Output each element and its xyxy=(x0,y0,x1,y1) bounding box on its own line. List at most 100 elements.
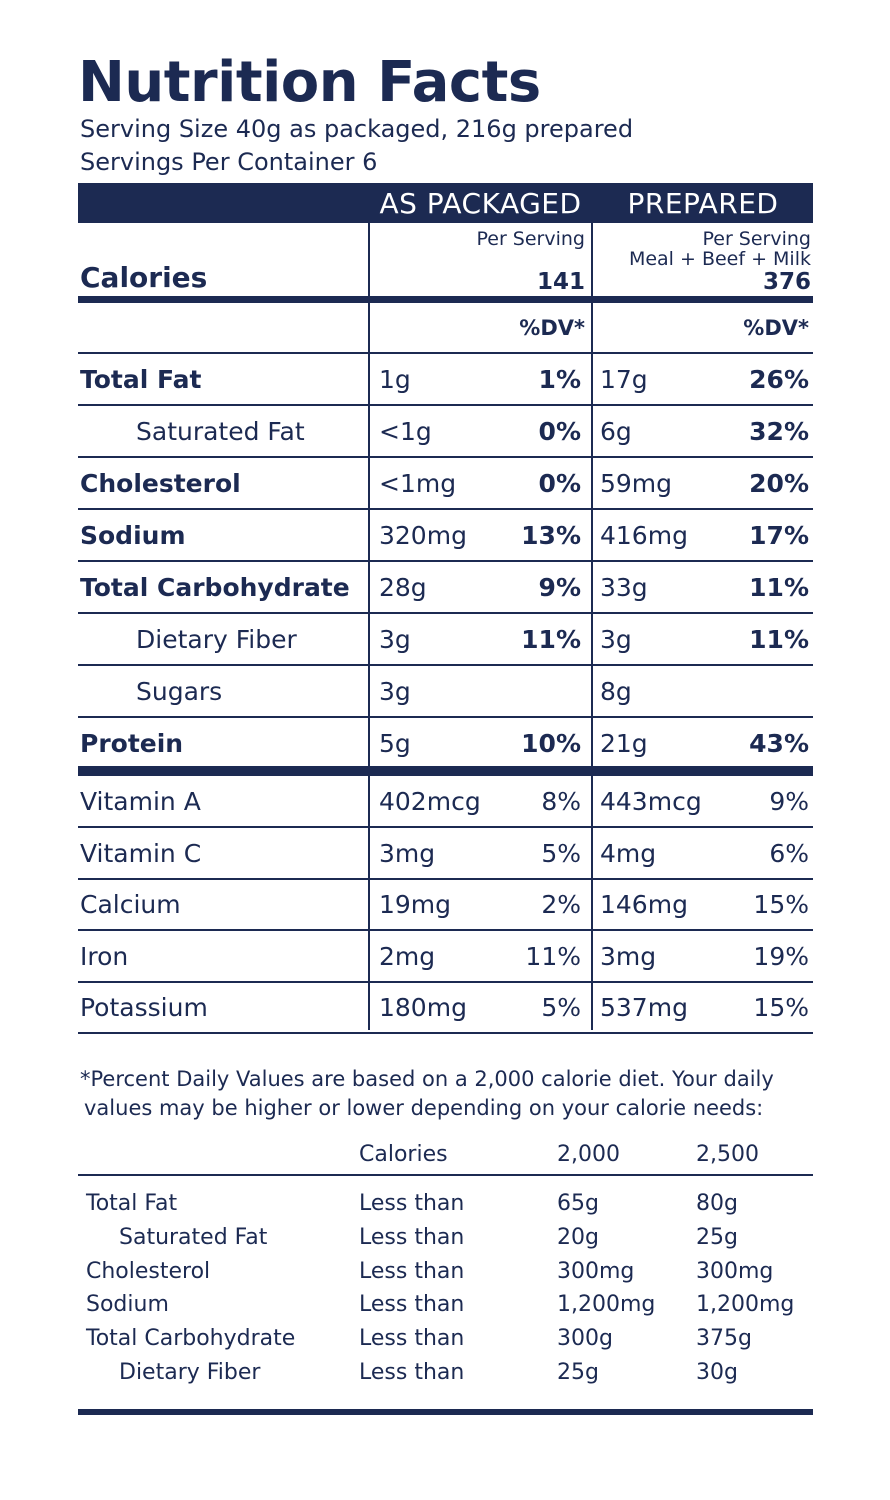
reference-row-saturated-fat: Saturated Fat Less than 20g 25g xyxy=(78,1221,813,1255)
row-divider xyxy=(78,1032,813,1034)
nutrient-label: Total Carbohydrate xyxy=(80,573,350,602)
reference-row-total-carbohydrate: Total Carbohydrate Less than 300g 375g xyxy=(78,1322,813,1356)
reference-2000-value: 65g xyxy=(557,1191,599,1216)
prepared-dv: 6% xyxy=(769,838,809,868)
nutrient-row-saturated-fat: Saturated Fat <1g 0% 6g 32% xyxy=(78,406,813,458)
reference-row-total-fat: Total Fat Less than 65g 80g xyxy=(78,1187,813,1221)
row-divider xyxy=(78,716,813,718)
packaged-amount: 3g xyxy=(379,625,411,654)
reference-2000-value: 25g xyxy=(557,1360,599,1385)
prepared-amount: 59mg xyxy=(600,469,673,498)
packaged-amount: 3g xyxy=(379,677,411,706)
header-blank-cell xyxy=(78,183,368,223)
bottom-rule xyxy=(78,1409,813,1415)
row-divider xyxy=(78,612,813,614)
prepared-sub-label: Meal + Beef + Milk xyxy=(628,248,811,270)
reference-header-rule xyxy=(78,1174,813,1176)
reference-row-sodium: Sodium Less than 1,200mg 1,200mg xyxy=(78,1288,813,1322)
packaged-dv: 9% xyxy=(538,573,581,602)
nutrient-row-cholesterol: Cholesterol <1mg 0% 59mg 20% xyxy=(78,458,813,510)
prepared-dv: 20% xyxy=(749,469,809,498)
calories-divider xyxy=(78,296,813,303)
prepared-amount: 3g xyxy=(600,625,632,654)
calories-label: Calories xyxy=(80,261,208,294)
packaged-calories-value: 141 xyxy=(536,269,585,295)
row-divider xyxy=(78,826,813,828)
reference-qualifier: Less than xyxy=(359,1258,465,1284)
prepared-dv-header: %DV* xyxy=(743,316,809,340)
nutrient-row-sugars: Sugars 3g 8g xyxy=(78,666,813,718)
prepared-dv: 15% xyxy=(753,993,809,1022)
reference-label: Sodium xyxy=(86,1292,169,1318)
reference-2500-value: 300mg xyxy=(696,1258,774,1284)
vitamin-label: Vitamin C xyxy=(80,838,202,868)
reference-2000-header: 2,000 xyxy=(557,1142,620,1167)
nutrient-label: Cholesterol xyxy=(80,469,241,498)
prepared-amount: 3mg xyxy=(600,941,657,971)
serving-size: Serving Size 40g as packaged, 216g prepa… xyxy=(80,115,634,143)
packaged-amount: 1g xyxy=(379,365,411,394)
packaged-dv: 8% xyxy=(541,787,581,816)
reference-2000-value: 20g xyxy=(557,1224,599,1250)
footnote: *Percent Daily Values are based on a 2,0… xyxy=(80,1065,774,1123)
prepared-dv: 19% xyxy=(753,941,809,971)
prepared-dv: 15% xyxy=(753,890,809,919)
prepared-amount: 21g xyxy=(600,729,648,758)
prepared-amount: 8g xyxy=(600,677,632,706)
reference-2000-value: 1,200mg xyxy=(557,1292,656,1318)
reference-2000-value: 300mg xyxy=(557,1258,635,1284)
packaged-dv: 1% xyxy=(538,365,581,394)
packaged-amount: 320mg xyxy=(379,521,467,550)
reference-qualifier: Less than xyxy=(359,1292,465,1318)
prepared-dv: 9% xyxy=(769,787,809,816)
reference-label: Cholesterol xyxy=(86,1258,211,1284)
packaged-amount: 5g xyxy=(379,729,411,758)
packaged-dv: 5% xyxy=(541,993,581,1022)
column-divider-right xyxy=(591,183,593,1030)
row-divider xyxy=(78,560,813,562)
reference-2500-value: 1,200mg xyxy=(696,1292,795,1318)
packaged-amount: 402mcg xyxy=(379,787,481,816)
reference-row-dietary-fiber: Dietary Fiber Less than 25g 30g xyxy=(78,1356,813,1390)
vitamin-row-vitamin-c: Vitamin C 3mg 5% 4mg 6% xyxy=(78,828,813,880)
packaged-dv: 5% xyxy=(541,838,581,868)
nutrient-row-total-carbohydrate: Total Carbohydrate 28g 9% 33g 11% xyxy=(78,562,813,614)
reference-qualifier: Less than xyxy=(359,1224,465,1250)
reference-2000-value: 300g xyxy=(557,1326,613,1352)
prepared-dv: 11% xyxy=(749,573,809,602)
prepared-dv: 32% xyxy=(749,417,809,446)
footnote-line-2: values may be higher or lower depending … xyxy=(84,1096,764,1120)
vitamin-label: Vitamin A xyxy=(80,787,201,816)
prepared-amount: 4mg xyxy=(600,838,657,868)
packaged-dv: 10% xyxy=(521,729,581,758)
row-divider xyxy=(78,456,813,458)
prepared-dv: 17% xyxy=(749,521,809,550)
column-divider-left xyxy=(368,183,370,1030)
nutrient-row-protein: Protein 5g 10% 21g 43% xyxy=(78,718,813,770)
nutrient-label: Dietary Fiber xyxy=(136,625,297,654)
reference-label: Saturated Fat xyxy=(119,1224,268,1250)
packaged-dv: 13% xyxy=(521,521,581,550)
prepared-calories-value: 376 xyxy=(762,269,811,295)
footnote-line-1: *Percent Daily Values are based on a 2,0… xyxy=(80,1067,774,1091)
packaged-dv: 0% xyxy=(538,469,581,498)
vitamin-label: Iron xyxy=(80,941,129,971)
prepared-amount: 146mg xyxy=(600,890,688,919)
prepared-amount: 33g xyxy=(600,573,648,602)
nutrient-label: Total Fat xyxy=(80,365,202,394)
nutrient-row-dietary-fiber: Dietary Fiber 3g 11% 3g 11% xyxy=(78,614,813,666)
reference-2500-value: 30g xyxy=(696,1360,738,1385)
reference-qualifier: Less than xyxy=(359,1191,465,1216)
thick-divider xyxy=(78,766,813,776)
row-divider xyxy=(78,980,813,983)
packaged-dv: 11% xyxy=(525,941,581,971)
reference-label: Total Fat xyxy=(86,1191,178,1216)
packaged-amount: 2mg xyxy=(379,941,436,971)
column-header-as-packaged: AS PACKAGED xyxy=(370,183,591,223)
packaged-amount: <1mg xyxy=(379,469,457,498)
reference-2500-value: 375g xyxy=(696,1326,752,1352)
reference-2500-value: 80g xyxy=(696,1191,738,1216)
prepared-dv: 26% xyxy=(749,365,809,394)
prepared-per-serving-label: Per Serving xyxy=(702,228,811,250)
reference-label: Dietary Fiber xyxy=(119,1360,261,1385)
